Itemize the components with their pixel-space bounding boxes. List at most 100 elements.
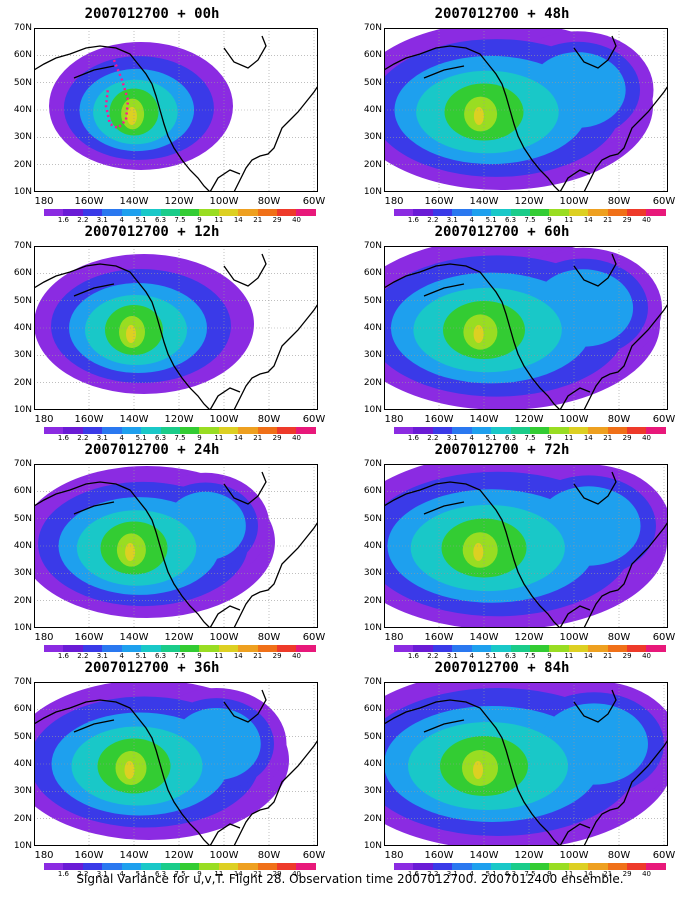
lon-label: 100W — [559, 196, 589, 207]
colorbar-swatch — [491, 209, 511, 216]
colorbar-label: 11 — [564, 434, 574, 442]
colorbar-label: 21 — [253, 216, 263, 224]
colorbar-swatch — [199, 427, 219, 434]
colorbar-swatch — [452, 645, 472, 652]
colorbar-swatch — [179, 427, 200, 434]
lon-label: 80W — [607, 196, 631, 207]
colorbar-label: 11 — [564, 870, 574, 878]
colorbar-label: 5.1 — [485, 434, 497, 442]
coastline — [233, 739, 318, 846]
coastline — [583, 303, 668, 410]
colorbar-label: 6.3 — [154, 216, 167, 224]
variance-map — [384, 28, 668, 192]
map-frame — [384, 28, 668, 192]
colorbar-label: 1.6 — [57, 870, 69, 878]
lat-label: 60N — [363, 50, 382, 61]
lon-label: 80W — [257, 850, 281, 861]
colorbar-label: 4 — [119, 434, 124, 442]
lat-label: 70N — [363, 459, 382, 469]
colorbar-swatch — [588, 863, 608, 870]
map-frame — [384, 246, 668, 410]
lat-label: 50N — [363, 295, 382, 306]
colorbar-swatch — [588, 645, 608, 652]
colorbar-swatch — [646, 209, 666, 216]
lon-label: 80W — [257, 414, 281, 425]
coastline — [223, 471, 267, 505]
lat-label: 70N — [363, 241, 382, 251]
coastline — [223, 689, 267, 723]
colorbar-swatch — [549, 645, 569, 652]
map-frame — [34, 246, 318, 410]
colorbar-swatch — [568, 209, 589, 216]
coastline — [233, 303, 318, 410]
lon-label: 140W — [119, 414, 149, 425]
lat-label: 40N — [363, 323, 382, 333]
colorbar-swatch — [296, 645, 316, 652]
colorbar — [394, 645, 666, 652]
coastline — [559, 387, 591, 410]
contour-band — [473, 107, 484, 125]
lat-label: 10N — [363, 405, 382, 415]
colorbar-label: 14 — [583, 652, 593, 660]
lat-label: 20N — [363, 159, 382, 170]
colorbar-label: 40 — [292, 870, 302, 878]
colorbar-swatch — [627, 209, 647, 216]
lat-label: 30N — [13, 568, 32, 579]
colorbar-label: 5.1 — [485, 870, 497, 878]
lat-label: 50N — [363, 513, 382, 524]
lon-label: 140W — [469, 196, 499, 207]
colorbar-swatch — [63, 427, 83, 434]
colorbar — [44, 645, 316, 652]
colorbar-swatch — [452, 209, 472, 216]
colorbar-label: 6.3 — [154, 652, 167, 660]
variance-contours — [34, 254, 254, 394]
colorbar-label: 29 — [622, 870, 632, 878]
panel-title: 2007012700 + 24h — [84, 442, 220, 458]
figure-caption: Signal Variance for u,v,T. Flight 28. Ob… — [76, 872, 624, 886]
colorbar-swatch — [102, 863, 122, 870]
colorbar-swatch — [257, 209, 278, 216]
lat-label: 40N — [363, 759, 382, 769]
colorbar-label: 6.3 — [504, 216, 517, 224]
panel-title: 2007012700 + 12h — [84, 224, 220, 240]
lon-label: 60W — [652, 632, 676, 643]
colorbar-swatch — [257, 863, 278, 870]
colorbar-swatch — [529, 209, 550, 216]
colorbar-swatch — [257, 427, 278, 434]
lat-label: 40N — [13, 541, 32, 551]
colorbar-swatch — [179, 863, 200, 870]
lat-label: 60N — [13, 486, 32, 497]
variance-map — [384, 464, 668, 628]
colorbar-swatch — [432, 427, 453, 434]
colorbar-swatch — [607, 645, 628, 652]
lat-label: 10N — [363, 841, 382, 851]
colorbar-swatch — [394, 427, 414, 434]
colorbar-swatch — [82, 427, 103, 434]
colorbar-label: 5.1 — [135, 216, 147, 224]
colorbar-label: 3.1 — [96, 870, 108, 878]
colorbar-swatch — [452, 427, 472, 434]
lat-label: 40N — [363, 105, 382, 115]
colorbar-label: 11 — [214, 870, 224, 878]
colorbar-label: 4 — [119, 652, 124, 660]
contour-band — [473, 761, 483, 779]
colorbar-swatch — [568, 645, 589, 652]
colorbar-label: 4 — [469, 652, 474, 660]
colorbar-swatch — [627, 427, 647, 434]
colorbar-label: 40 — [642, 434, 652, 442]
colorbar-swatch — [44, 863, 64, 870]
colorbar-swatch — [199, 209, 219, 216]
lon-label: 60W — [652, 196, 676, 207]
colorbar-label: 11 — [564, 652, 574, 660]
lon-label: 120W — [164, 196, 194, 207]
colorbar-label: 14 — [233, 652, 243, 660]
coastline — [423, 719, 465, 733]
colorbar-swatch — [102, 427, 122, 434]
colorbar-label: 21 — [603, 216, 613, 224]
lat-label: 70N — [363, 23, 382, 33]
colorbar-label: 1.6 — [407, 652, 419, 660]
colorbar-label: 9 — [547, 434, 552, 442]
colorbar-label: 4 — [469, 434, 474, 442]
lon-label: 60W — [652, 414, 676, 425]
coastline — [73, 719, 115, 733]
